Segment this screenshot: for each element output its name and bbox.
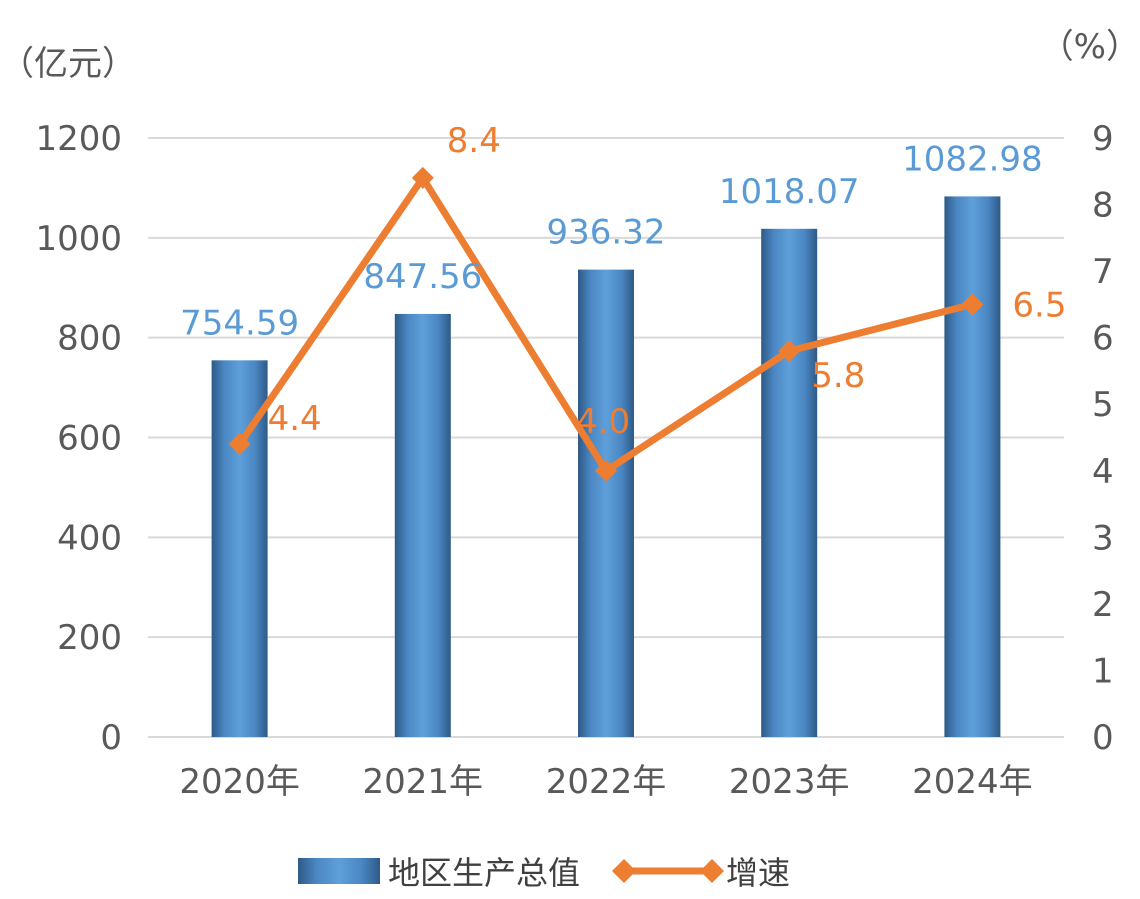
right-tick-label: 8 bbox=[1092, 186, 1114, 226]
left-tick-label: 1000 bbox=[35, 219, 122, 259]
bar-data-label: 754.59 bbox=[180, 303, 299, 343]
right-axis-ticks: 0 1 2 3 4 5 6 7 8 9 bbox=[1092, 119, 1114, 758]
right-tick-label: 4 bbox=[1092, 452, 1114, 492]
bar-series bbox=[211, 196, 1001, 738]
bar bbox=[394, 313, 451, 737]
line-marker bbox=[228, 433, 251, 456]
x-tick-label: 2023年 bbox=[729, 762, 850, 802]
line-marker bbox=[595, 459, 617, 482]
bar-data-label: 936.32 bbox=[547, 213, 666, 253]
legend-swatch-bar bbox=[298, 858, 380, 884]
bar bbox=[578, 269, 634, 737]
bar-data-label: 847.56 bbox=[363, 257, 482, 297]
line-data-label: 4.4 bbox=[268, 399, 322, 439]
left-tick-label: 1200 bbox=[35, 119, 122, 159]
bar-data-labels: 754.59 847.56 936.32 1018.07 1082.98 bbox=[180, 139, 1043, 343]
right-tick-label: 2 bbox=[1092, 585, 1114, 625]
x-axis-ticks: 2020年 2021年 2022年 2023年 2024年 bbox=[179, 762, 1032, 802]
x-tick-label: 2024年 bbox=[912, 762, 1033, 802]
bar bbox=[761, 228, 818, 737]
right-tick-label: 5 bbox=[1092, 385, 1114, 425]
left-tick-label: 600 bbox=[57, 419, 122, 459]
line-series bbox=[228, 166, 984, 482]
line-marker bbox=[961, 293, 984, 316]
legend: 地区生产总值 增速 bbox=[298, 854, 790, 892]
line-marker bbox=[778, 339, 801, 362]
left-tick-label: 0 bbox=[100, 718, 122, 758]
line-data-label: 5.8 bbox=[811, 356, 865, 396]
right-tick-label: 0 bbox=[1092, 718, 1114, 758]
left-tick-label: 200 bbox=[57, 618, 122, 658]
legend-label-bar: 地区生产总值 bbox=[388, 854, 580, 892]
line-data-label: 6.5 bbox=[1012, 285, 1066, 325]
right-tick-label: 6 bbox=[1092, 319, 1114, 359]
left-axis-ticks: 0 200 400 600 800 1000 1200 bbox=[35, 119, 122, 758]
line-data-labels: 4.4 8.4 4.0 5.8 6.5 bbox=[268, 121, 1067, 442]
left-tick-label: 400 bbox=[57, 518, 122, 558]
line-marker bbox=[411, 166, 434, 189]
x-tick-label: 2022年 bbox=[546, 762, 667, 802]
left-axis-unit: （亿元） bbox=[0, 44, 136, 84]
legend-marker-right bbox=[700, 859, 724, 883]
line-data-label: 4.0 bbox=[576, 402, 630, 442]
left-tick-label: 800 bbox=[57, 319, 122, 359]
bar-data-label: 1082.98 bbox=[902, 139, 1043, 179]
bar bbox=[944, 196, 1001, 738]
legend-label-line: 增速 bbox=[726, 854, 790, 892]
right-tick-label: 1 bbox=[1092, 651, 1114, 691]
legend-marker-left bbox=[612, 859, 636, 883]
right-tick-label: 3 bbox=[1092, 518, 1114, 558]
bar-data-label: 1018.07 bbox=[719, 172, 860, 212]
right-tick-label: 9 bbox=[1092, 119, 1114, 159]
right-axis-unit: （%） bbox=[1040, 27, 1140, 67]
line-data-label: 8.4 bbox=[447, 121, 501, 161]
right-tick-label: 7 bbox=[1092, 252, 1114, 292]
x-tick-label: 2020年 bbox=[179, 762, 300, 802]
x-tick-label: 2021年 bbox=[363, 762, 484, 802]
